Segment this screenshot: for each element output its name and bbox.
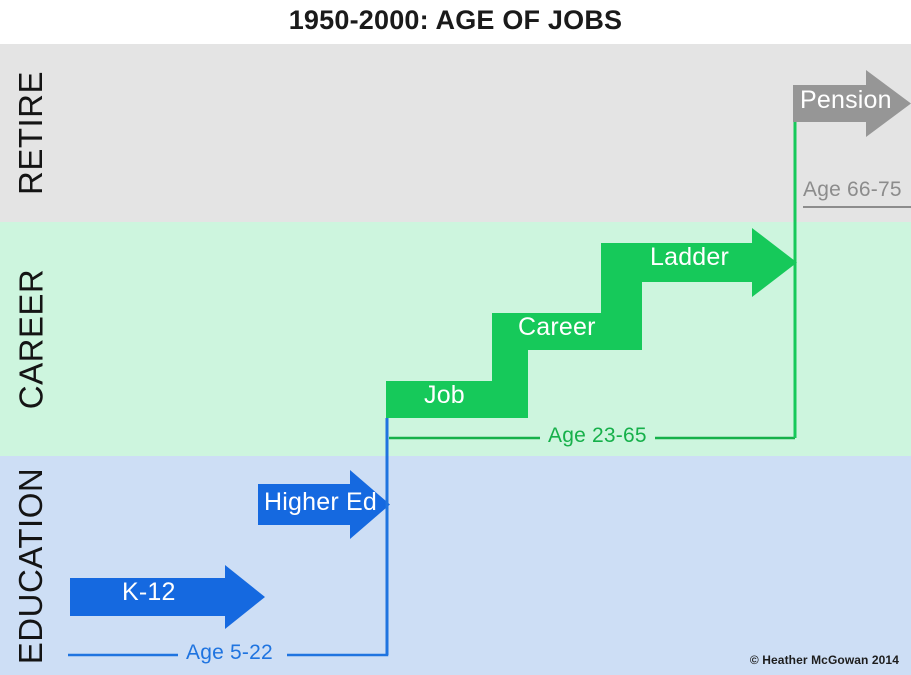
step-career[interactable] bbox=[492, 313, 642, 350]
arrow-ladder[interactable] bbox=[601, 228, 797, 297]
arrow-higher-ed[interactable] bbox=[258, 470, 390, 539]
arrow-label-ladder: Ladder bbox=[650, 243, 730, 271]
arrow-k12[interactable] bbox=[70, 565, 265, 629]
band-retire: RETIRE bbox=[0, 44, 911, 222]
arrow-label-k12: K-12 bbox=[122, 578, 176, 606]
age-label-retire: Age 66-75 bbox=[803, 178, 902, 201]
age-label-career: Age 23-65 bbox=[548, 424, 647, 447]
step-job[interactable] bbox=[386, 381, 528, 418]
age-label-education: Age 5-22 bbox=[186, 641, 273, 664]
arrow-label-higher-ed: Higher Ed bbox=[264, 488, 377, 516]
arrow-label-career: Career bbox=[518, 313, 596, 341]
arrow-label-pension: Pension bbox=[800, 86, 892, 114]
band-education: EDUCATION bbox=[0, 456, 911, 675]
copyright-notice: © Heather McGowan 2014 bbox=[749, 653, 899, 667]
arrow-pension[interactable] bbox=[793, 70, 911, 137]
arrow-label-job: Job bbox=[424, 381, 465, 409]
page-title: 1950-2000: AGE OF JOBS bbox=[288, 5, 623, 35]
